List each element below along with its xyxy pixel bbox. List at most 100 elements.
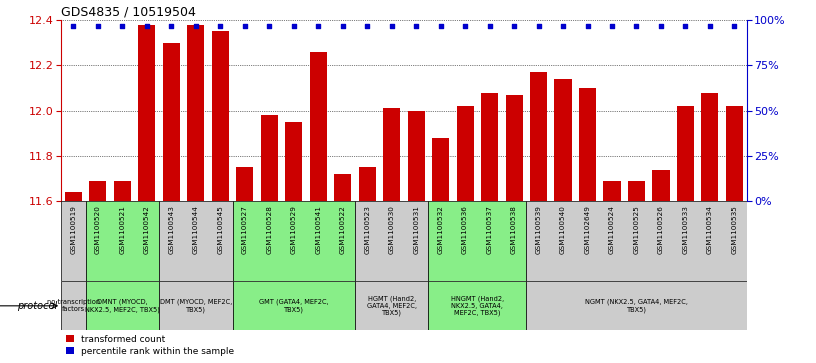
Text: GSM1100537: GSM1100537 <box>486 205 493 254</box>
Bar <box>603 181 620 201</box>
Bar <box>457 106 473 201</box>
Bar <box>505 95 522 201</box>
Bar <box>233 201 355 281</box>
Bar <box>86 281 159 330</box>
Text: GSM1100531: GSM1100531 <box>413 205 419 254</box>
Text: GSM1100528: GSM1100528 <box>266 205 273 254</box>
Text: DMNT (MYOCD,
NKX2.5, MEF2C, TBX5): DMNT (MYOCD, NKX2.5, MEF2C, TBX5) <box>85 299 160 313</box>
Text: no transcription
factors: no transcription factors <box>47 299 100 312</box>
Point <box>679 24 692 29</box>
Text: GSM1100520: GSM1100520 <box>95 205 101 254</box>
Point <box>165 24 178 29</box>
Text: GSM1100542: GSM1100542 <box>144 205 150 254</box>
Point <box>140 24 153 29</box>
Point <box>703 24 716 29</box>
Text: HGMT (Hand2,
GATA4, MEF2C,
TBX5): HGMT (Hand2, GATA4, MEF2C, TBX5) <box>366 295 417 316</box>
Bar <box>286 122 302 201</box>
Bar <box>530 72 547 201</box>
Point <box>459 24 472 29</box>
Bar <box>309 52 326 201</box>
Legend: transformed count, percentile rank within the sample: transformed count, percentile rank withi… <box>66 335 234 355</box>
Bar <box>358 167 375 201</box>
Text: GSM1100527: GSM1100527 <box>242 205 248 254</box>
Point <box>728 24 741 29</box>
Text: DMT (MYOCD, MEF2C,
TBX5): DMT (MYOCD, MEF2C, TBX5) <box>160 299 232 313</box>
Bar <box>579 88 596 201</box>
Bar <box>428 20 526 201</box>
Bar <box>555 79 571 201</box>
Point <box>214 24 227 29</box>
Point <box>654 24 667 29</box>
Bar <box>355 201 428 281</box>
Text: GSM1100539: GSM1100539 <box>535 205 542 254</box>
Bar <box>187 25 204 201</box>
Text: GSM1100534: GSM1100534 <box>707 205 713 254</box>
Point <box>336 24 349 29</box>
Point <box>116 24 129 29</box>
Bar <box>335 174 351 201</box>
Point <box>312 24 325 29</box>
Bar <box>61 201 86 281</box>
Text: GSM1100545: GSM1100545 <box>217 205 224 254</box>
Text: GSM1100541: GSM1100541 <box>315 205 322 254</box>
Point <box>385 24 398 29</box>
Bar <box>526 201 747 281</box>
Text: GSM1100519: GSM1100519 <box>70 205 77 254</box>
Bar <box>355 281 428 330</box>
Text: GSM1100532: GSM1100532 <box>437 205 444 254</box>
Point <box>508 24 521 29</box>
Text: GSM1100535: GSM1100535 <box>731 205 738 254</box>
Point <box>361 24 374 29</box>
Bar <box>138 25 155 201</box>
Bar <box>61 20 86 201</box>
Bar <box>113 181 131 201</box>
Point <box>605 24 619 29</box>
Text: GSM1100524: GSM1100524 <box>609 205 615 254</box>
Bar <box>652 170 669 201</box>
Bar <box>676 106 694 201</box>
Text: GSM1100533: GSM1100533 <box>682 205 689 254</box>
Bar <box>428 201 526 281</box>
Bar <box>65 192 82 201</box>
Bar <box>725 106 743 201</box>
Point <box>410 24 423 29</box>
Bar <box>159 201 233 281</box>
Text: GSM1100522: GSM1100522 <box>339 205 346 254</box>
Text: GSM1102649: GSM1102649 <box>584 205 591 254</box>
Bar <box>432 138 449 201</box>
Bar <box>162 43 180 201</box>
Bar <box>384 109 400 201</box>
Bar <box>408 111 424 201</box>
Bar <box>233 281 355 330</box>
Point <box>67 24 80 29</box>
Text: GSM1100543: GSM1100543 <box>168 205 175 254</box>
Bar <box>481 93 498 201</box>
Bar <box>86 20 159 201</box>
Point <box>532 24 545 29</box>
Point <box>483 24 496 29</box>
Text: HNGMT (Hand2,
NKX2.5, GATA4,
MEF2C, TBX5): HNGMT (Hand2, NKX2.5, GATA4, MEF2C, TBX5… <box>450 295 504 316</box>
Bar <box>261 115 277 201</box>
Bar <box>233 20 355 201</box>
Text: GDS4835 / 10519504: GDS4835 / 10519504 <box>61 6 196 19</box>
Bar <box>355 20 428 201</box>
Text: GSM1100544: GSM1100544 <box>193 205 199 254</box>
Text: GSM1100536: GSM1100536 <box>462 205 468 254</box>
Point <box>189 24 202 29</box>
Point <box>263 24 276 29</box>
Bar <box>628 181 645 201</box>
Point <box>557 24 570 29</box>
Bar <box>211 31 228 201</box>
Bar <box>159 20 233 201</box>
Bar <box>159 281 233 330</box>
Point <box>91 24 104 29</box>
Bar <box>90 181 106 201</box>
Point <box>434 24 447 29</box>
Text: GSM1100540: GSM1100540 <box>560 205 566 254</box>
Bar <box>701 93 718 201</box>
Bar <box>526 20 747 201</box>
Point <box>581 24 594 29</box>
Bar <box>86 201 159 281</box>
Text: protocol: protocol <box>17 301 57 311</box>
Text: GSM1100538: GSM1100538 <box>511 205 517 254</box>
